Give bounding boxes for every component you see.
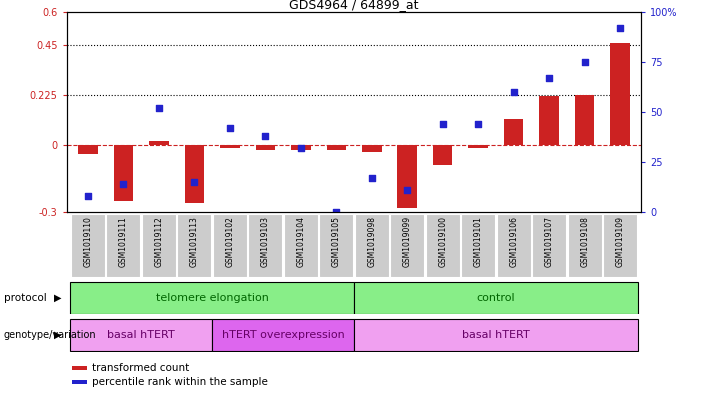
Bar [220, 145, 240, 148]
Bar [327, 145, 346, 150]
Point [402, 187, 413, 193]
Text: GSM1019103: GSM1019103 [261, 216, 270, 267]
Point [331, 209, 342, 215]
Point [82, 193, 93, 199]
Text: GSM1019101: GSM1019101 [474, 216, 483, 267]
Text: telomere elongation: telomere elongation [156, 293, 268, 303]
Bar [433, 145, 452, 165]
Bar [603, 214, 637, 277]
Text: genotype/variation: genotype/variation [4, 330, 96, 340]
Point [118, 181, 129, 187]
Bar [184, 145, 204, 203]
Bar [362, 145, 381, 152]
Text: GSM1019108: GSM1019108 [580, 216, 589, 267]
Point [259, 133, 271, 139]
Text: protocol: protocol [4, 293, 46, 303]
Point [543, 75, 554, 81]
Text: GSM1019109: GSM1019109 [615, 216, 625, 267]
Bar [390, 214, 424, 277]
Text: transformed count: transformed count [93, 363, 190, 373]
Point [472, 121, 484, 127]
Title: GDS4964 / 64899_at: GDS4964 / 64899_at [290, 0, 418, 11]
Point [508, 89, 519, 95]
Point [224, 125, 236, 131]
Bar [72, 365, 87, 370]
Text: ▶: ▶ [54, 330, 61, 340]
Text: GSM1019105: GSM1019105 [332, 216, 341, 267]
Bar [568, 214, 601, 277]
Bar [213, 214, 247, 277]
Text: basal hTERT: basal hTERT [462, 330, 530, 340]
Text: GSM1019106: GSM1019106 [509, 216, 518, 267]
Bar [575, 95, 594, 145]
Text: GSM1019102: GSM1019102 [225, 216, 234, 267]
Point [295, 145, 306, 151]
Bar [539, 96, 559, 145]
Bar [496, 214, 531, 277]
Bar [71, 214, 105, 277]
Bar [114, 145, 133, 201]
Text: control: control [477, 293, 515, 303]
Bar [70, 282, 354, 314]
Point [579, 59, 590, 65]
Bar [532, 214, 566, 277]
Text: GSM1019111: GSM1019111 [119, 216, 128, 267]
Bar [149, 141, 169, 145]
Bar [319, 214, 353, 277]
Bar [212, 319, 354, 351]
Text: GSM1019104: GSM1019104 [297, 216, 305, 267]
Text: GSM1019113: GSM1019113 [190, 216, 199, 267]
Text: percentile rank within the sample: percentile rank within the sample [93, 377, 268, 387]
Bar [142, 214, 176, 277]
Text: ▶: ▶ [54, 293, 61, 303]
Text: hTERT overexpression: hTERT overexpression [222, 330, 344, 340]
Text: GSM1019112: GSM1019112 [154, 216, 163, 267]
Bar [248, 214, 283, 277]
Bar [256, 145, 275, 150]
Point [615, 25, 626, 31]
Point [437, 121, 449, 127]
Bar [284, 214, 318, 277]
Point [189, 179, 200, 185]
Bar [461, 214, 495, 277]
Text: GSM1019098: GSM1019098 [367, 216, 376, 267]
Text: GSM1019100: GSM1019100 [438, 216, 447, 267]
Bar [107, 214, 140, 277]
Bar [72, 380, 87, 384]
Bar [397, 145, 417, 208]
Bar [426, 214, 460, 277]
Bar [291, 145, 311, 150]
Bar [611, 43, 630, 145]
Text: GSM1019107: GSM1019107 [545, 216, 554, 267]
Point [366, 175, 377, 181]
Bar [468, 145, 488, 148]
Text: basal hTERT: basal hTERT [107, 330, 175, 340]
Bar [177, 214, 212, 277]
Bar [355, 214, 389, 277]
Bar [354, 319, 638, 351]
Bar [354, 282, 638, 314]
Text: GSM1019110: GSM1019110 [83, 216, 93, 267]
Text: GSM1019099: GSM1019099 [403, 216, 411, 267]
Point [154, 105, 165, 111]
Bar [504, 119, 524, 145]
Bar [70, 319, 212, 351]
Bar [78, 145, 97, 154]
